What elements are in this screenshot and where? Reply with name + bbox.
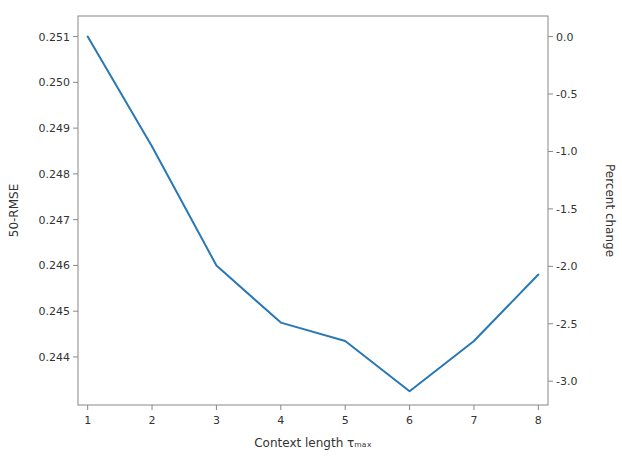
y-tick [73, 265, 78, 266]
x-tick-label: 5 [342, 414, 349, 427]
x-axis: 1 2 3 4 5 6 7 8 [84, 405, 542, 427]
y2-tick-label: 0.0 [556, 31, 574, 44]
y-tick-label: 0.245 [39, 305, 71, 318]
y-tick [73, 36, 78, 37]
y2-axis: 0.0 -0.5 -1.0 -1.5 -2.0 -2.5 -3.0 [548, 31, 577, 389]
y2-tick-label: -2.5 [556, 318, 577, 331]
x-tick [152, 405, 153, 410]
y2-tick-label: -1.5 [556, 203, 577, 216]
x-tick-label: 6 [406, 414, 413, 427]
y2-tick-label: -3.0 [556, 375, 577, 388]
y-tick-label: 0.246 [39, 259, 71, 272]
y-tick-label: 0.250 [39, 76, 71, 89]
line [88, 37, 539, 392]
x-tick [538, 405, 539, 410]
y2-tick [548, 94, 553, 95]
y-tick-label: 0.251 [39, 31, 71, 44]
y2-tick-label: -2.0 [556, 260, 577, 273]
x-tick-label: 4 [277, 414, 284, 427]
x-axis-label: Context length τₘₐₓ [254, 436, 372, 450]
y-tick-label: 0.248 [39, 168, 71, 181]
y-tick-label: 0.247 [39, 214, 71, 227]
x-tick-label: 7 [470, 414, 477, 427]
y-tick [73, 128, 78, 129]
plot-frame [78, 16, 548, 405]
x-tick [280, 405, 281, 410]
y2-tick-label: -1.0 [556, 145, 577, 158]
y-tick [73, 311, 78, 312]
y-axis: 0.244 0.245 0.246 0.247 0.248 0.249 0.250 0.251 [39, 31, 79, 364]
y-axis-label: 50-RMSE [7, 184, 21, 238]
x-tick-label: 2 [149, 414, 156, 427]
y2-axis-label: Percent change [603, 164, 617, 257]
x-tick [409, 405, 410, 410]
y2-tick [548, 323, 553, 324]
series [88, 37, 539, 392]
y-tick [73, 356, 78, 357]
y-tick-label: 0.244 [39, 351, 71, 364]
y2-tick [548, 36, 553, 37]
y2-tick-label: -0.5 [556, 88, 577, 101]
y-tick-label: 0.249 [39, 122, 71, 135]
y-tick [73, 82, 78, 83]
y2-tick [548, 151, 553, 152]
y2-tick [548, 266, 553, 267]
y2-tick [548, 381, 553, 382]
y-tick [73, 173, 78, 174]
x-tick-label: 8 [535, 414, 542, 427]
chart: 12345678Context length τₘₐₓ0.2440.2450.2… [0, 0, 622, 459]
x-tick [473, 405, 474, 410]
x-tick [216, 405, 217, 410]
y2-tick [548, 208, 553, 209]
x-tick [87, 405, 88, 410]
x-tick-label: 3 [213, 414, 220, 427]
y-tick [73, 219, 78, 220]
x-tick [345, 405, 346, 410]
x-tick-label: 1 [84, 414, 91, 427]
